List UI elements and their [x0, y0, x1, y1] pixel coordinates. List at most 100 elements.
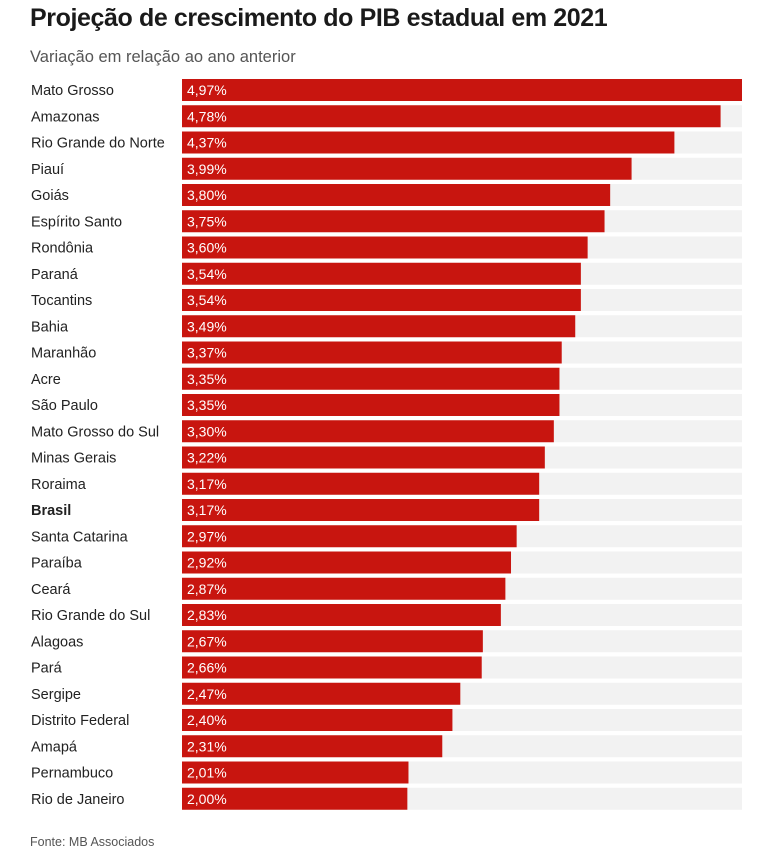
bar-row: Roraima 3,17% [31, 472, 742, 495]
value-label: 2,97% [187, 528, 227, 544]
value-label: 3,54% [187, 266, 227, 282]
bar-row: Distrito Federal 2,40% [31, 709, 742, 731]
bar [182, 131, 675, 154]
bar [182, 735, 443, 758]
category-label: Paraná [31, 267, 79, 283]
source-note: Fonte: MB Associados [30, 835, 155, 849]
category-label: Pará [31, 661, 63, 677]
bar-row: Rondônia 3,60% [31, 236, 742, 259]
bar [182, 236, 588, 259]
value-label: 2,47% [187, 686, 227, 702]
bar [182, 630, 483, 653]
bar [182, 446, 545, 469]
value-label: 3,35% [187, 371, 227, 387]
bar [182, 682, 461, 705]
bar [182, 656, 482, 679]
category-label: Bahia [31, 319, 69, 335]
value-label: 4,37% [187, 135, 227, 151]
bar [182, 394, 560, 416]
bar-row: Piauí 3,99% [31, 157, 742, 180]
bar [182, 472, 540, 495]
value-label: 3,49% [187, 318, 227, 334]
value-label: 3,30% [187, 423, 227, 439]
bar-row: Brasil 3,17% [31, 499, 742, 521]
value-label: 2,87% [187, 581, 227, 597]
category-label: Mato Grosso [31, 83, 114, 99]
bar [182, 315, 576, 338]
bar-row: Pará 2,66% [31, 656, 742, 679]
value-label: 2,67% [187, 633, 227, 649]
category-label: Goiás [31, 188, 69, 204]
value-label: 3,17% [187, 502, 227, 518]
bar-row: Santa Catarina 2,97% [31, 525, 742, 548]
bar-row: Amazonas 4,78% [31, 105, 742, 128]
chart-title: Projeção de crescimento do PIB estadual … [30, 4, 608, 32]
category-label: Pernambuco [31, 766, 113, 782]
value-label: 2,01% [187, 765, 227, 781]
value-label: 2,83% [187, 607, 227, 623]
value-label: 3,75% [187, 213, 227, 229]
bar [182, 289, 581, 311]
bar-row: Sergipe 2,47% [31, 682, 742, 705]
bar-row: Bahia 3,49% [31, 315, 742, 338]
bar-row: Espírito Santo 3,75% [31, 210, 742, 233]
bar-row: São Paulo 3,35% [31, 394, 742, 416]
bar-row: Tocantins 3,54% [31, 289, 742, 311]
bar [182, 341, 562, 364]
value-label: 3,37% [187, 345, 227, 361]
category-label: Ceará [31, 582, 71, 598]
category-label: Rio Grande do Sul [31, 608, 150, 624]
category-label: Mato Grosso do Sul [31, 424, 159, 440]
bar-row: Paraná 3,54% [31, 262, 742, 285]
category-label: Amapá [31, 739, 78, 755]
chart-subtitle: Variação em relação ao ano anterior [30, 48, 296, 66]
category-label: Alagoas [31, 634, 83, 650]
category-label: Espírito Santo [31, 214, 122, 230]
category-label: Minas Gerais [31, 451, 116, 467]
bar [182, 525, 517, 548]
category-label: Amazonas [31, 109, 100, 125]
value-label: 2,00% [187, 791, 227, 807]
value-label: 3,22% [187, 450, 227, 466]
bar [182, 604, 501, 626]
value-label: 2,31% [187, 738, 227, 754]
category-label: Rondônia [31, 241, 94, 257]
value-label: 3,17% [187, 476, 227, 492]
value-label: 3,99% [187, 161, 227, 177]
bar-row: Alagoas 2,67% [31, 630, 742, 653]
bar [182, 761, 409, 784]
category-label: Rio Grande do Norte [31, 136, 165, 152]
bar-row: Rio Grande do Norte 4,37% [31, 131, 742, 154]
category-label: Acre [31, 372, 61, 388]
bar [182, 551, 512, 574]
category-label: Paraíba [31, 556, 83, 572]
value-label: 2,66% [187, 660, 227, 676]
bar-row: Rio Grande do Sul 2,83% [31, 604, 742, 626]
bar-row: Acre 3,35% [31, 367, 742, 390]
bar [182, 157, 632, 180]
bar [182, 367, 560, 390]
bar [182, 210, 605, 233]
bar [182, 105, 721, 128]
bar-row: Rio de Janeiro 2,00% [31, 787, 742, 810]
bar-row: Goiás 3,80% [31, 184, 742, 206]
bar-row: Paraíba 2,92% [31, 551, 742, 574]
value-label: 3,60% [187, 240, 227, 256]
bar-row: Mato Grosso 4,97% [31, 79, 742, 101]
category-label: Roraima [31, 477, 87, 493]
bar-row: Pernambuco 2,01% [31, 761, 742, 784]
category-label: São Paulo [31, 398, 98, 414]
value-label: 3,80% [187, 187, 227, 203]
bar [182, 787, 408, 810]
category-label: Distrito Federal [31, 713, 129, 729]
bar-row: Amapá 2,31% [31, 735, 742, 758]
category-label: Piauí [31, 162, 64, 178]
bar-row: Maranhão 3,37% [31, 341, 742, 364]
bar [182, 499, 540, 521]
value-label: 4,97% [187, 82, 227, 98]
bar [182, 577, 506, 600]
bar [182, 184, 611, 206]
bar-row: Minas Gerais 3,22% [31, 446, 742, 469]
category-label: Rio de Janeiro [31, 792, 125, 808]
